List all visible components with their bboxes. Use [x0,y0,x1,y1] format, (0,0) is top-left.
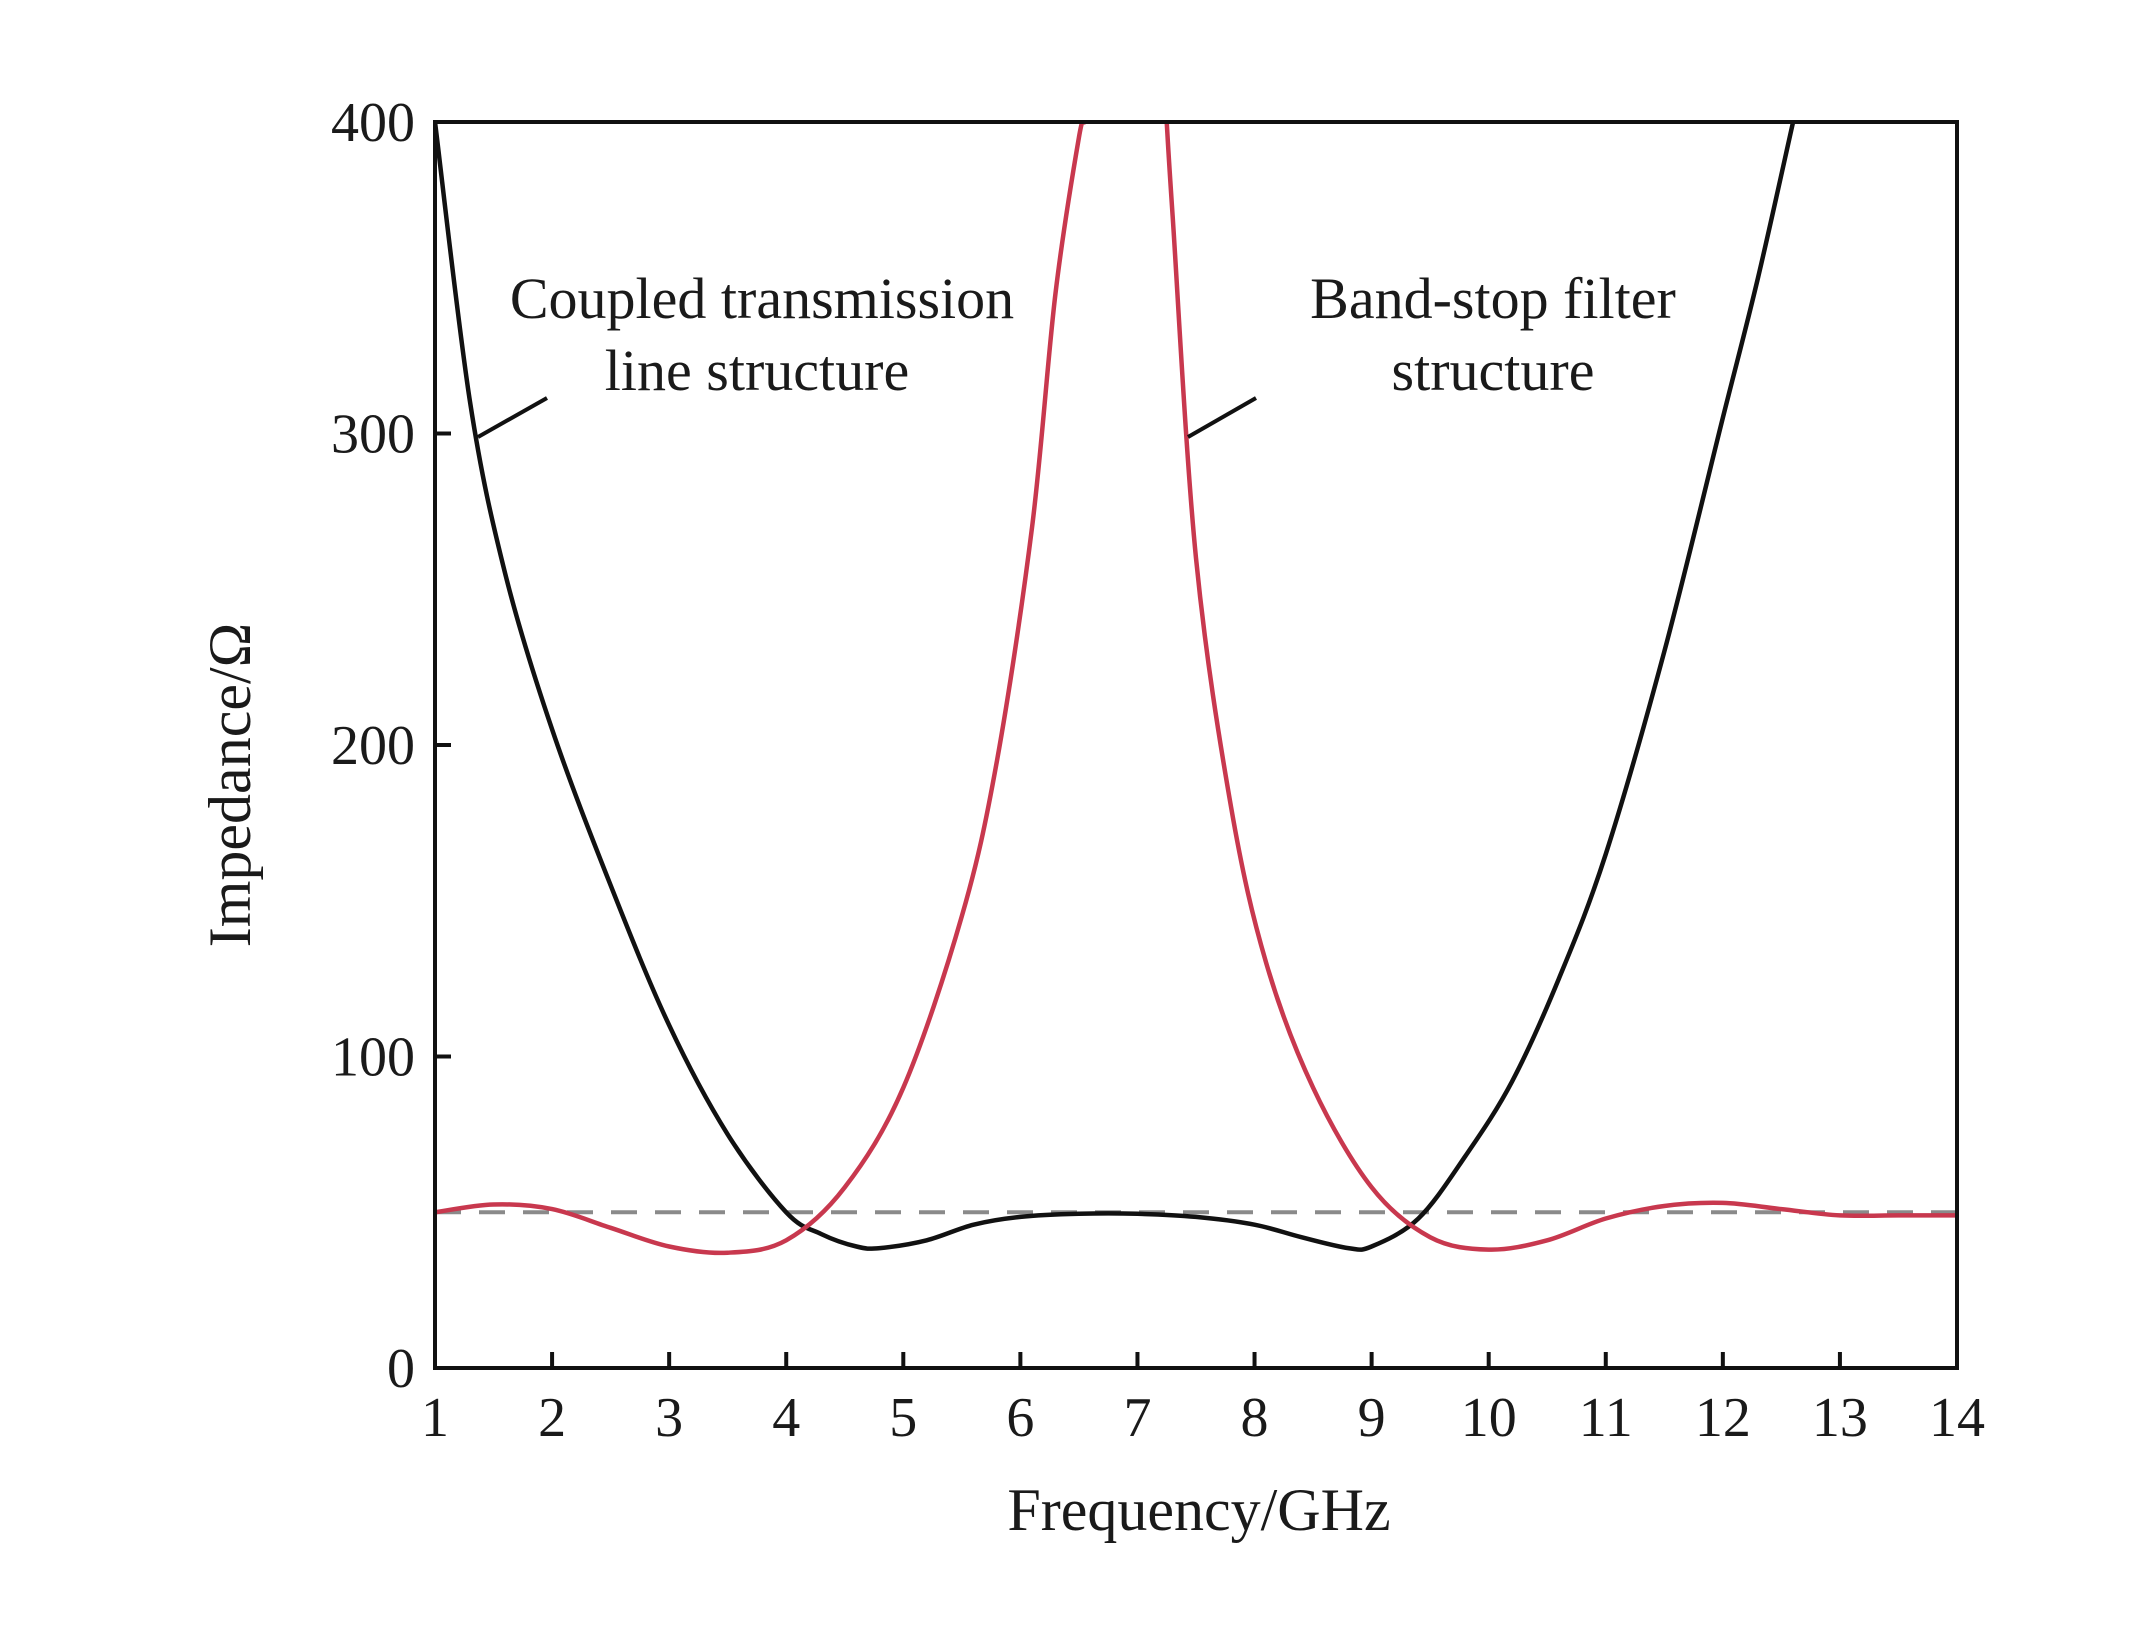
annotation-bandstop-line-2: structure [1392,338,1595,403]
x-tick-label-7: 7 [1123,1387,1151,1449]
x-tick-label-14: 14 [1929,1387,1985,1449]
x-tick-label-2: 2 [538,1387,566,1449]
annotation-leader-coupled [477,396,548,439]
series-line-red [435,122,1957,1256]
y-axis-title: Impedance/Ω [197,623,263,947]
y-tick-label-400: 400 [331,92,415,154]
x-tick-label-10: 10 [1461,1387,1517,1449]
series-line-black [435,122,1796,1252]
x-tick-label-8: 8 [1241,1387,1269,1449]
x-tick-label-13: 13 [1812,1387,1868,1449]
series-layer [435,122,1957,1256]
x-tick-label-1: 1 [421,1387,449,1449]
x-tick-label-12: 12 [1695,1387,1751,1449]
x-tick-label-11: 11 [1579,1387,1633,1449]
annotation-coupled-line-2: line structure [605,338,909,403]
x-tick-label-5: 5 [889,1387,917,1449]
y-tick-label-300: 300 [331,404,415,466]
y-tick-label-0: 0 [387,1338,415,1400]
annotation-leader-bandstop [1187,396,1257,439]
y-tick-label-200: 200 [331,715,415,777]
y-tick-label-100: 100 [331,1027,415,1089]
annotation-coupled-line-1: Coupled transmission [510,266,1014,331]
x-tick-label-9: 9 [1358,1387,1386,1449]
x-tick-label-6: 6 [1006,1387,1034,1449]
x-tick-label-3: 3 [655,1387,683,1449]
annotation-layer: Coupled transmission line structure Band… [477,266,1676,439]
x-tick-label-4: 4 [772,1387,800,1449]
annotation-bandstop-line-1: Band-stop filter [1310,266,1676,331]
x-axis-title: Frequency/GHz [1007,1477,1390,1543]
